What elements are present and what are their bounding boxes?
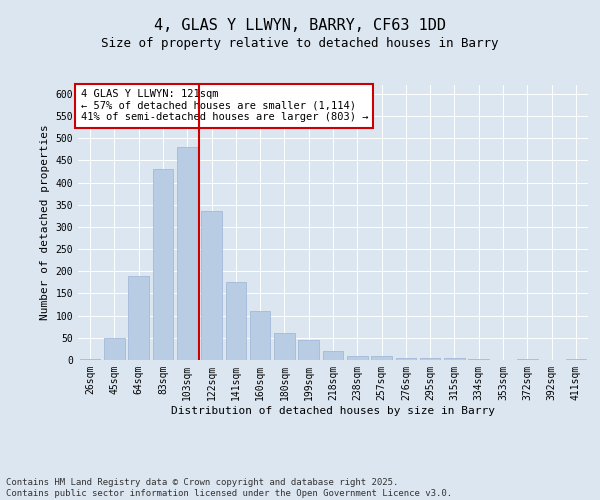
Text: Contains HM Land Registry data © Crown copyright and database right 2025.
Contai: Contains HM Land Registry data © Crown c… [6, 478, 452, 498]
Bar [274, 334, 295, 360]
Bar [371, 356, 392, 360]
Text: 4 GLAS Y LLWYN: 121sqm
← 57% of detached houses are smaller (1,114)
41% of semi-: 4 GLAS Y LLWYN: 121sqm ← 57% of detached… [80, 89, 368, 122]
Bar [152, 170, 173, 360]
Bar [395, 358, 416, 360]
Bar [226, 282, 246, 360]
Bar [469, 359, 489, 360]
Bar [128, 276, 149, 360]
Bar [420, 358, 440, 360]
Bar [566, 359, 586, 360]
Bar [201, 212, 222, 360]
Bar [177, 147, 197, 360]
Text: Size of property relative to detached houses in Barry: Size of property relative to detached ho… [101, 38, 499, 51]
Bar [347, 356, 368, 360]
Bar [298, 340, 319, 360]
Bar [104, 338, 125, 360]
Y-axis label: Number of detached properties: Number of detached properties [40, 124, 50, 320]
Bar [517, 359, 538, 360]
Bar [80, 359, 100, 360]
X-axis label: Distribution of detached houses by size in Barry: Distribution of detached houses by size … [171, 406, 495, 415]
Bar [250, 311, 271, 360]
Bar [444, 358, 465, 360]
Text: 4, GLAS Y LLWYN, BARRY, CF63 1DD: 4, GLAS Y LLWYN, BARRY, CF63 1DD [154, 18, 446, 32]
Bar [323, 351, 343, 360]
